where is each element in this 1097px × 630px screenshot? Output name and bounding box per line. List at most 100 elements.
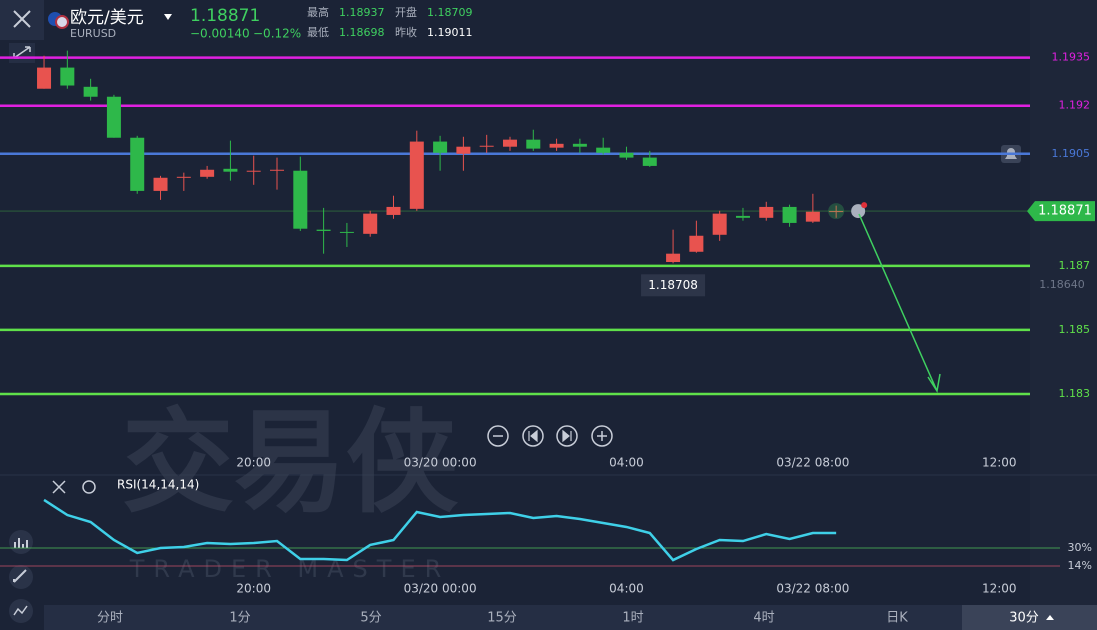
candle-body [60, 67, 75, 86]
bars-icon [14, 538, 28, 548]
last-price-label: 1.18871 [1038, 204, 1092, 219]
stat-value: 1.18709 [427, 6, 473, 19]
symbol-code: EURUSD [70, 27, 116, 40]
rsi-line [43, 498, 837, 562]
candle-body [759, 206, 774, 218]
tab[interactable]: 日K [886, 611, 908, 626]
price-axis-area [1030, 0, 1097, 605]
candle-body [409, 141, 424, 209]
tab-arrow [1046, 615, 1054, 620]
stat-label: 最高 [307, 5, 329, 19]
symbol-name[interactable]: 欧元/美元 [70, 8, 144, 28]
candle-body [805, 211, 820, 222]
candle-body [200, 169, 215, 177]
candle-body [642, 157, 657, 166]
stat-label: 昨收 [395, 25, 417, 39]
info-icon[interactable] [851, 204, 866, 219]
rsi-label: RSI(14,14,14) [117, 478, 199, 492]
candle-body [619, 152, 634, 158]
candle-body [596, 147, 611, 153]
line-icon [13, 605, 28, 616]
close-icon [13, 10, 31, 28]
info-dot [861, 202, 868, 209]
x-tick-label: 03/20 00:00 [404, 582, 477, 596]
tab[interactable]: 1分 [229, 611, 250, 626]
stat-value: 1.19011 [427, 26, 473, 39]
x-tick-label: 20:00 [236, 582, 271, 596]
hline-label: 1.183 [1059, 387, 1091, 400]
stat-label: 开盘 [395, 5, 417, 19]
flag-us [55, 15, 69, 29]
candle-body [153, 177, 168, 191]
candle-body [270, 169, 285, 171]
rsi-settings-icon[interactable] [82, 480, 96, 494]
tab[interactable]: 1时 [622, 611, 643, 626]
candle-body [666, 253, 681, 263]
candle-body [246, 170, 261, 172]
zoom-controls [487, 425, 613, 447]
scroll-start-icon [528, 429, 538, 443]
candle-body [502, 139, 517, 147]
x-tick-label: 20:00 [236, 456, 271, 470]
tab[interactable]: 4时 [753, 611, 774, 626]
tab[interactable]: 30分 [1009, 611, 1039, 626]
candle-body [829, 211, 844, 213]
y-tick-label: 30% [1068, 541, 1092, 554]
stat-label: 最低 [307, 26, 329, 39]
zoom-in-button[interactable] [591, 425, 613, 447]
candle-body [689, 235, 704, 252]
hline-label: 1.187 [1059, 259, 1091, 272]
candle-body [386, 206, 401, 215]
low-label: 1.18708 [648, 278, 698, 292]
last-price-tag [1027, 201, 1095, 222]
dropdown-arrow[interactable] [164, 14, 172, 20]
candle-body [130, 137, 145, 191]
hline-label: 1.1905 [1052, 147, 1091, 160]
x-tick-label: 12:00 [982, 456, 1017, 470]
candle-body [363, 213, 378, 234]
current-price: 1.18871 [190, 6, 260, 26]
indicator-button[interactable] [9, 530, 33, 554]
zoom-out-button[interactable] [487, 425, 509, 447]
candle-body [712, 213, 727, 235]
stat-value: 1.18937 [339, 6, 385, 19]
watermark-title: 交易侠 [122, 398, 459, 528]
x-tick-label: 03/20 00:00 [404, 456, 477, 470]
tab[interactable]: 5分 [360, 611, 381, 626]
candle-body [223, 168, 238, 172]
hline-label: 1.192 [1059, 99, 1091, 112]
y-tick-label: 1.18640 [1039, 278, 1085, 291]
x-tick-label: 04:00 [609, 456, 644, 470]
zoom-in-icon [597, 431, 607, 441]
x-tick-label: 03/22 08:00 [776, 456, 849, 470]
stat-value: 1.18698 [339, 26, 385, 39]
candle-body [479, 145, 494, 147]
candle-body [339, 231, 354, 233]
rsi-close-icon[interactable] [52, 480, 66, 494]
scroll-start-button[interactable] [522, 425, 544, 447]
low-label-box [641, 274, 706, 297]
candle-body [549, 143, 564, 148]
scroll-end-button[interactable] [556, 425, 578, 447]
candle-body [37, 67, 52, 89]
candle-body [456, 146, 471, 154]
candle-body [735, 215, 750, 218]
price-change: −0.00140 [190, 27, 250, 41]
tab[interactable]: 15分 [487, 611, 517, 626]
watermark-subtitle: TRADER MASTER [129, 555, 451, 583]
price-change-pct: −0.12% [253, 27, 301, 41]
pencil-icon [13, 569, 27, 583]
trend-arrow [858, 213, 941, 394]
tab-selected-bg [962, 605, 1097, 630]
x-tick-label: 04:00 [609, 582, 644, 596]
scroll-end-icon [562, 429, 572, 443]
draw-button[interactable] [9, 565, 33, 589]
tab[interactable]: 分时 [97, 611, 123, 626]
hline-label: 1.1935 [1052, 51, 1091, 64]
hline-label: 1.185 [1059, 323, 1091, 336]
candle-body [176, 176, 191, 178]
candle-body [782, 206, 797, 223]
candle-body [433, 141, 448, 153]
